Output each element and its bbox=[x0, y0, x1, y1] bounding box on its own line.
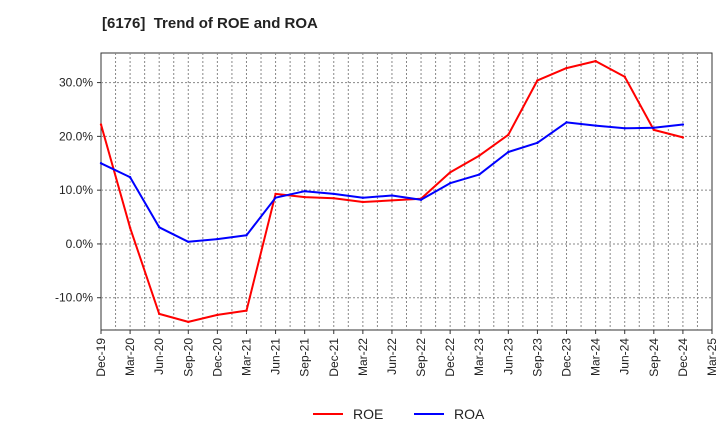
data-point-roe bbox=[565, 66, 568, 70]
data-point-roe bbox=[448, 171, 452, 174]
data-point-roa bbox=[187, 240, 190, 243]
data-point-roe bbox=[652, 128, 656, 132]
data-point-roe bbox=[681, 136, 685, 139]
data-point-roe bbox=[623, 75, 626, 78]
data-point-roa bbox=[128, 176, 132, 179]
x-tick-label: Dec-22 bbox=[443, 338, 457, 377]
data-point-roe bbox=[332, 197, 335, 200]
y-tick-label: 10.0% bbox=[59, 183, 93, 197]
y-tick-label: -10.0% bbox=[55, 291, 93, 305]
data-point-roe bbox=[216, 313, 219, 317]
data-point-roe bbox=[245, 309, 248, 312]
legend-label-roe: ROE bbox=[353, 406, 383, 422]
data-point-roe bbox=[478, 154, 481, 157]
plot-area bbox=[100, 52, 713, 331]
data-point-roe bbox=[128, 226, 132, 230]
x-tick-label: Dec-24 bbox=[676, 338, 690, 377]
x-tick-label: Mar-24 bbox=[589, 338, 603, 376]
data-point-roe bbox=[187, 320, 190, 324]
data-point-roa bbox=[419, 198, 423, 202]
data-point-roa bbox=[303, 190, 306, 193]
data-point-roa bbox=[507, 150, 510, 154]
x-tick-label: Sep-23 bbox=[530, 338, 544, 377]
data-point-roa bbox=[681, 123, 685, 126]
x-tick-label: Mar-21 bbox=[239, 338, 253, 376]
data-point-roa bbox=[594, 124, 597, 127]
x-tick-label: Jun-22 bbox=[385, 338, 399, 375]
x-tick-label: Sep-20 bbox=[181, 338, 195, 377]
x-tick-label: Dec-20 bbox=[210, 338, 224, 377]
x-tick-label: Sep-22 bbox=[414, 338, 428, 377]
x-tick-label: Jun-21 bbox=[269, 338, 283, 375]
x-tick-label: Sep-24 bbox=[647, 338, 661, 377]
data-point-roa bbox=[478, 173, 481, 176]
data-point-roa bbox=[99, 162, 103, 165]
data-point-roa bbox=[536, 141, 539, 145]
x-tick-label: Mar-25 bbox=[705, 338, 719, 376]
x-tick-label: Mar-22 bbox=[356, 338, 370, 376]
y-tick-label: 20.0% bbox=[59, 129, 93, 143]
data-point-roa bbox=[448, 181, 452, 185]
data-point-roa bbox=[390, 194, 394, 197]
x-tick-label: Jun-24 bbox=[618, 338, 632, 375]
data-point-roe bbox=[594, 59, 597, 63]
data-point-roa bbox=[216, 237, 219, 241]
x-tick-label: Sep-21 bbox=[298, 338, 312, 377]
x-tick-label: Dec-19 bbox=[94, 338, 108, 377]
data-point-roe bbox=[303, 195, 306, 199]
x-tick-label: Dec-21 bbox=[327, 338, 341, 377]
legend-label-roa: ROA bbox=[454, 406, 485, 422]
data-point-roa bbox=[157, 226, 161, 229]
data-point-roa bbox=[652, 126, 656, 129]
y-tick-label: 30.0% bbox=[59, 76, 93, 90]
data-point-roe bbox=[157, 312, 161, 316]
x-tick-label: Jun-20 bbox=[152, 338, 166, 375]
y-tick-label: 0.0% bbox=[66, 237, 94, 251]
data-point-roe bbox=[361, 200, 365, 204]
data-point-roe bbox=[99, 123, 103, 126]
x-tick-label: Dec-23 bbox=[560, 338, 574, 377]
data-point-roa bbox=[565, 121, 568, 124]
data-point-roe bbox=[507, 133, 510, 136]
x-tick-label: Mar-23 bbox=[472, 338, 486, 376]
data-point-roa bbox=[245, 234, 248, 237]
data-point-roe bbox=[536, 79, 539, 82]
x-tick-label: Jun-23 bbox=[501, 338, 515, 375]
data-point-roa bbox=[332, 192, 335, 196]
chart-title: [6176] Trend of ROE and ROA bbox=[102, 15, 318, 32]
data-point-roa bbox=[623, 127, 626, 130]
data-point-roe bbox=[274, 192, 277, 196]
data-point-roe bbox=[390, 199, 394, 202]
data-point-roa bbox=[274, 196, 277, 199]
x-tick-label: Mar-20 bbox=[123, 338, 137, 376]
data-point-roa bbox=[361, 196, 365, 199]
